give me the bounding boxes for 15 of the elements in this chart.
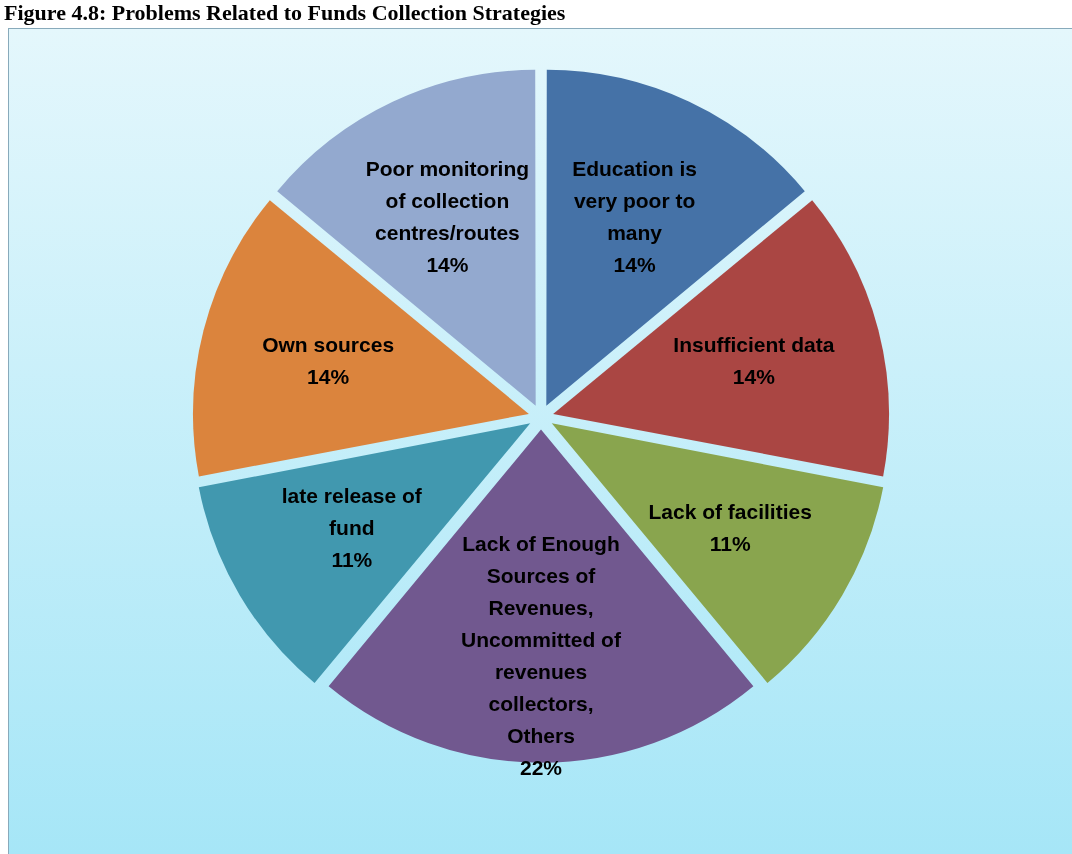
slice-label: Education is very poor to many	[572, 156, 698, 244]
data-label: 11%	[709, 531, 751, 555]
data-label: 14%	[426, 252, 469, 276]
slice-label: late release of fund	[281, 483, 423, 539]
slice-label: Own sources	[262, 333, 395, 357]
slice-label: Lack of facilities	[648, 499, 812, 523]
data-label: 22%	[519, 755, 563, 779]
data-label: 14%	[613, 252, 656, 276]
chart-title: Figure 4.8: Problems Related to Funds Collection Strategies	[4, 0, 567, 26]
data-label: 14%	[307, 365, 350, 389]
data-label: 11%	[331, 547, 373, 571]
slice-label: Poor monitoring of collection centres/routes	[365, 156, 530, 244]
slice-label: Lack of Enough Sources of Revenues, Uncommitted of revenues collectors, Others	[461, 531, 622, 747]
data-label: 14%	[732, 365, 776, 389]
slice-label: Insufficient data	[673, 333, 835, 357]
